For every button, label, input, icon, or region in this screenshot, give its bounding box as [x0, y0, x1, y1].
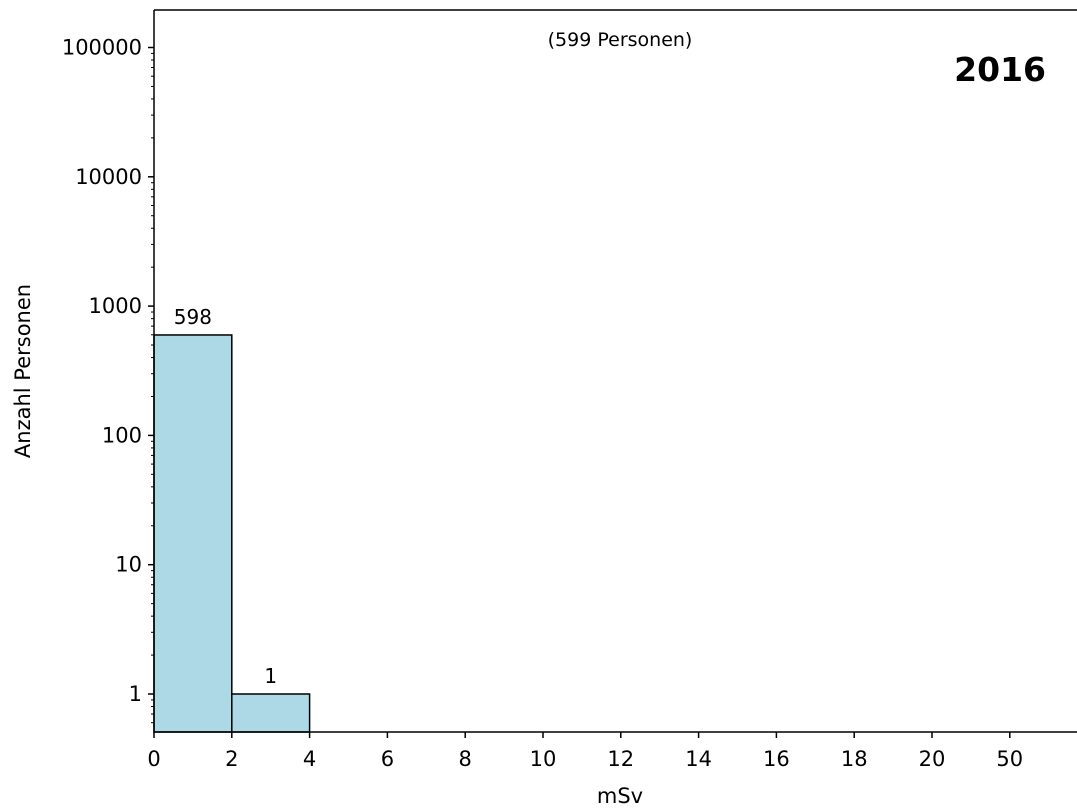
- x-tick-label: 12: [607, 747, 634, 771]
- y-tick-label: 1000: [89, 294, 142, 318]
- histogram-bar: [231, 693, 311, 733]
- y-axis-label: Anzahl Personen: [11, 284, 35, 458]
- y-tick-label: 10: [115, 553, 142, 577]
- x-tick-label: 50: [996, 747, 1023, 771]
- x-tick-label: 20: [919, 747, 946, 771]
- x-tick-label: 2: [225, 747, 238, 771]
- y-tick-label: 100000: [62, 36, 142, 60]
- x-tick-label: 0: [147, 747, 160, 771]
- x-tick-label: 18: [841, 747, 868, 771]
- x-tick-label: 16: [763, 747, 790, 771]
- x-tick-label: 14: [685, 747, 712, 771]
- x-tick-label: 6: [381, 747, 394, 771]
- histogram-bar: [153, 334, 233, 733]
- bar-value-label: 598: [174, 305, 212, 329]
- bar-value-label: 1: [264, 664, 277, 688]
- chart-subtitle: (599 Personen): [548, 29, 693, 51]
- x-axis-label: mSv: [597, 784, 643, 808]
- x-tick-label: 10: [530, 747, 557, 771]
- y-ticks: 1 10 100 1000 10000 100000: [62, 36, 154, 724]
- y-tick-label: 100: [102, 423, 142, 447]
- y-tick-label: 1: [129, 682, 142, 706]
- x-ticks: 0 2 4 6 8 10 12 14 16 18 20 50: [147, 732, 1023, 771]
- x-tick-label: 8: [459, 747, 472, 771]
- axes-layer: [153, 9, 1077, 733]
- bars-layer: [153, 334, 311, 733]
- bar-labels: 598 1: [174, 305, 277, 688]
- x-tick-label: 4: [303, 747, 316, 771]
- y-tick-label: 10000: [75, 165, 142, 189]
- year-label: 2016: [954, 50, 1046, 89]
